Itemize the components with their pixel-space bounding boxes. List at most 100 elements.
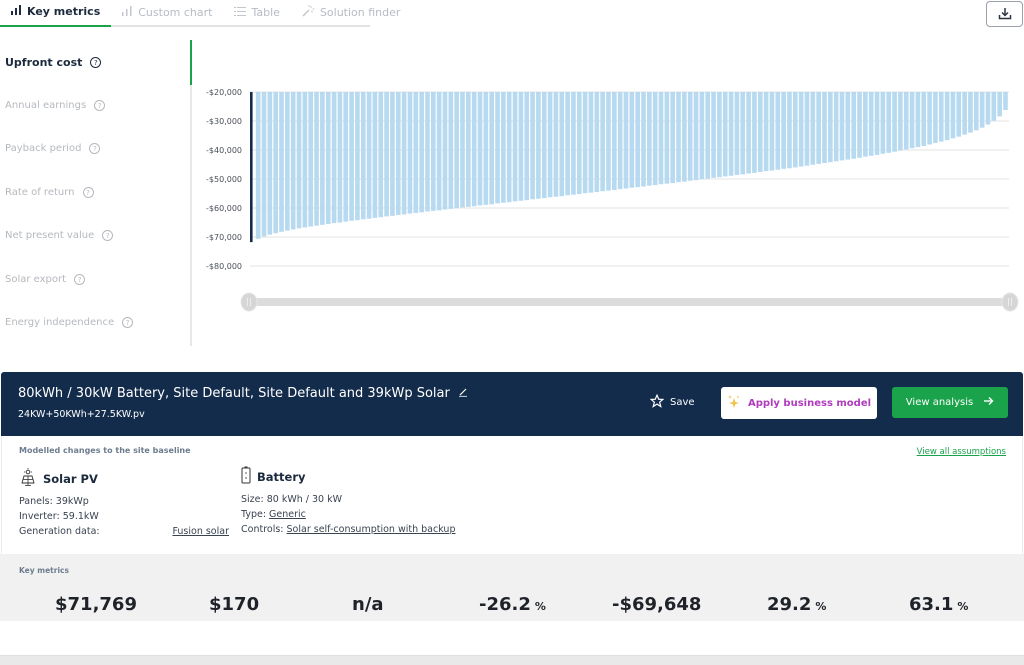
bar[interactable] [722,92,728,177]
bar[interactable] [466,92,471,207]
bar[interactable] [413,92,419,213]
bar[interactable] [792,92,798,168]
bar[interactable] [471,92,477,207]
bar[interactable] [501,92,506,203]
bar[interactable] [279,92,284,232]
help-icon[interactable]: ? [74,274,86,285]
bar[interactable] [553,92,559,197]
bar[interactable] [407,92,413,214]
bar[interactable] [641,92,646,187]
bar[interactable] [746,92,751,174]
bar[interactable] [693,92,699,181]
bar[interactable] [536,92,541,199]
bar[interactable] [331,92,337,224]
bar[interactable] [506,92,512,203]
bar[interactable] [571,92,576,195]
tab-table[interactable]: Table [223,0,290,25]
bar[interactable] [454,92,459,209]
bar[interactable] [909,92,915,149]
bar[interactable] [524,92,530,201]
bar[interactable] [956,92,962,137]
bar[interactable] [635,92,640,188]
bar[interactable] [997,92,1002,117]
bar[interactable] [950,92,956,139]
bar[interactable] [652,92,658,186]
bar[interactable] [436,92,442,211]
bar[interactable] [582,92,588,194]
bar[interactable] [395,92,401,215]
bar[interactable] [892,92,897,152]
bar[interactable] [915,92,921,148]
bar[interactable] [944,92,950,141]
bar[interactable] [541,92,547,199]
bar[interactable] [308,92,314,227]
bar[interactable] [664,92,670,184]
bar[interactable] [314,92,319,226]
range-slider-start-handle[interactable] [240,292,258,312]
bar[interactable] [898,92,903,151]
bar[interactable] [763,92,769,172]
bar[interactable] [798,92,804,167]
bar[interactable] [401,92,407,215]
save-button[interactable]: Save [649,393,695,411]
bar[interactable] [547,92,553,198]
bar[interactable] [979,92,985,128]
bar[interactable] [384,92,389,217]
bar[interactable] [419,92,424,213]
tab-key-metrics[interactable]: Key metrics [0,0,112,27]
edit-icon[interactable] [458,386,468,401]
bar[interactable] [687,92,693,181]
bar[interactable] [985,92,991,125]
help-icon[interactable]: ? [102,230,114,241]
download-button[interactable] [986,1,1023,27]
bar[interactable] [261,92,267,237]
bar[interactable] [699,92,705,180]
bar[interactable] [874,92,880,155]
bar[interactable] [477,92,483,206]
sidebar-item-solar-export[interactable]: Solar export ? [5,274,86,285]
bar[interactable] [833,92,839,162]
bar[interactable] [927,92,932,145]
range-slider-track[interactable] [250,298,1009,306]
bar[interactable] [355,92,360,221]
bar[interactable] [863,92,868,157]
bar[interactable] [390,92,395,216]
bar[interactable] [518,92,524,201]
bar[interactable] [360,92,366,220]
sidebar-item-energy-independence[interactable]: Energy independence ? [5,317,134,328]
bar[interactable] [845,92,851,160]
bar[interactable] [752,92,757,173]
bar[interactable] [647,92,652,186]
sidebar-item-net-present-value[interactable]: Net present value ? [5,230,114,241]
help-icon[interactable]: ? [94,100,106,111]
battery-type-link[interactable]: Generic [269,509,306,520]
view-analysis-button[interactable]: View analysis [892,387,1008,418]
bar[interactable] [617,92,623,190]
bar[interactable] [682,92,687,182]
bar[interactable] [973,92,979,131]
bar[interactable] [343,92,349,222]
bar[interactable] [705,92,711,179]
sidebar-item-rate-of-return[interactable]: Rate of return ? [5,187,94,198]
bar[interactable] [372,92,378,218]
bar[interactable] [816,92,821,164]
bar[interactable] [425,92,430,212]
help-icon[interactable]: ? [122,317,134,328]
bar[interactable] [600,92,605,192]
bar[interactable] [804,92,810,166]
tab-solution-finder[interactable]: Solution finder [291,0,411,25]
view-all-assumptions-link[interactable]: View all assumptions [916,447,1006,457]
bar[interactable] [378,92,384,218]
bar[interactable] [285,92,290,231]
bar[interactable] [349,92,354,221]
bar[interactable] [611,92,617,191]
tab-custom-chart[interactable]: Custom chart [111,0,223,25]
bar[interactable] [857,92,862,158]
apply-business-model-button[interactable]: Apply business model [721,387,877,419]
bar[interactable] [828,92,833,163]
bar[interactable] [781,92,786,169]
bar[interactable] [868,92,874,156]
bar[interactable] [588,92,594,193]
bar[interactable] [267,92,273,235]
help-icon[interactable]: ? [82,187,94,198]
